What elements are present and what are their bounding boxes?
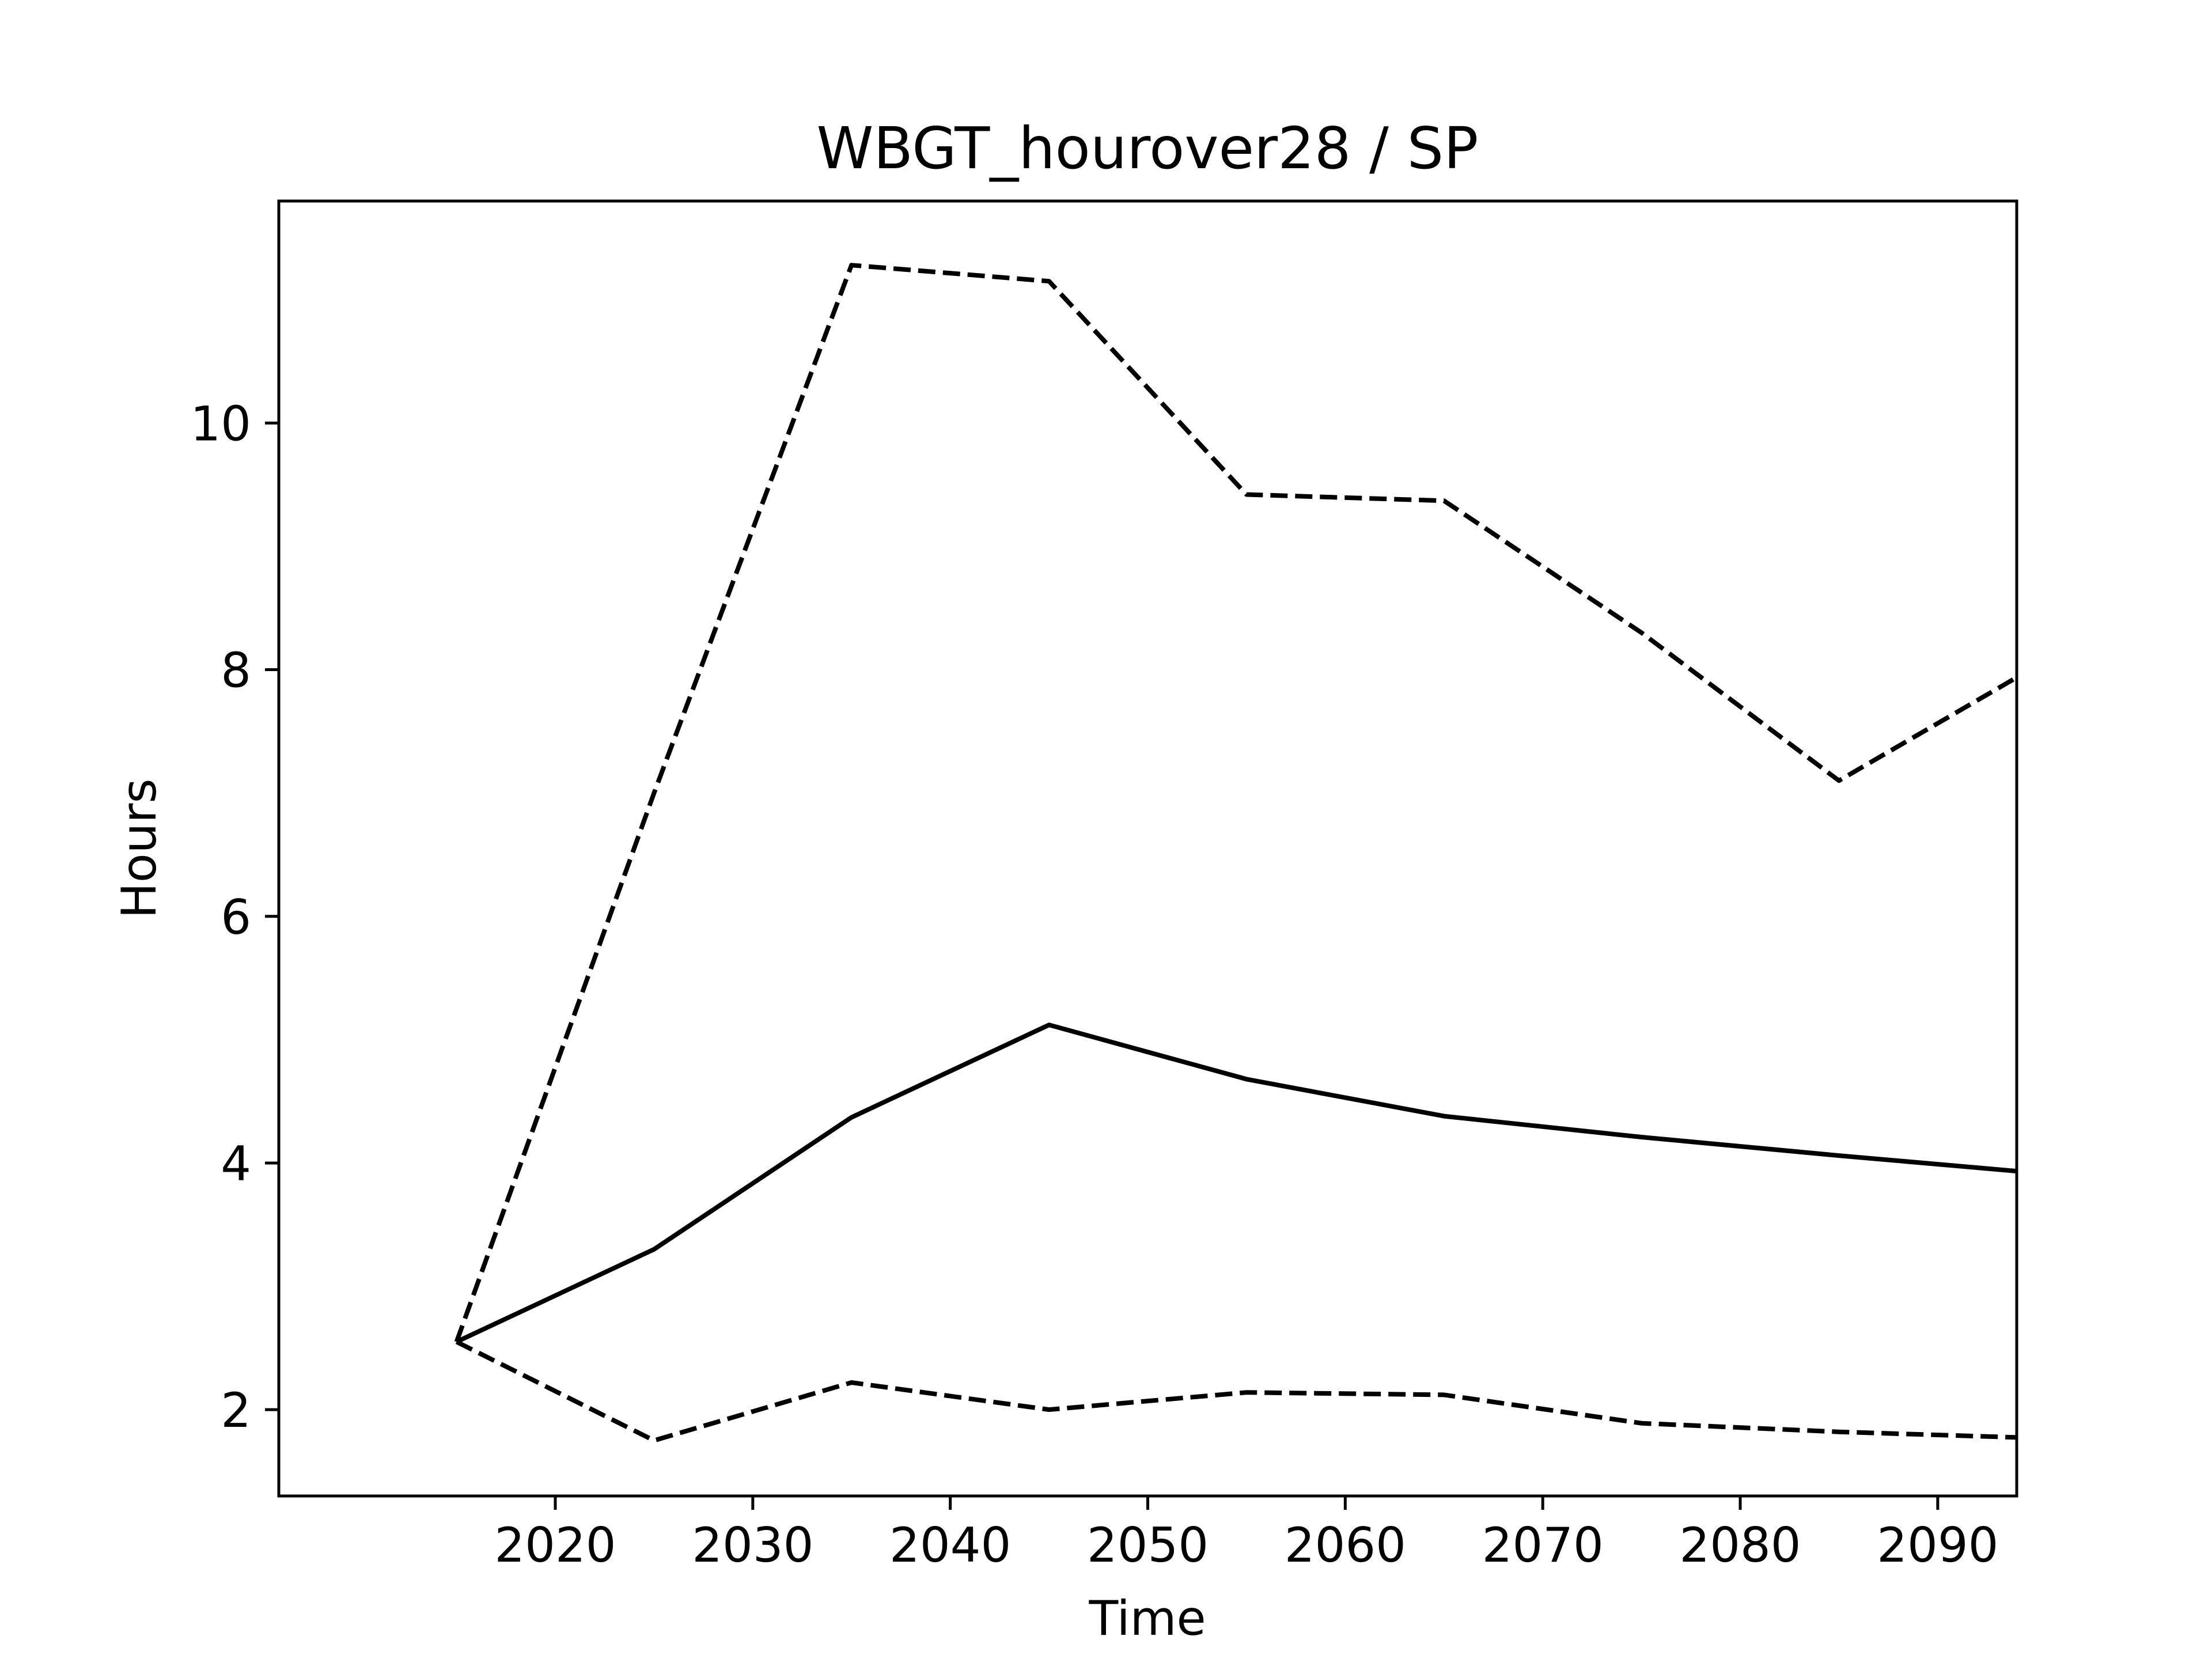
series-line-3 (455, 1339, 2017, 1443)
y-tick-label: 8 (221, 643, 251, 699)
series-line-1 (455, 1022, 2017, 1344)
x-tick-label: 2040 (889, 1517, 1011, 1573)
y-axis: 2 4 6 8 10 (190, 396, 279, 1438)
x-tick-label: 2080 (1679, 1517, 1801, 1573)
y-tick-label: 4 (221, 1136, 251, 1192)
y-tick-label: 6 (221, 889, 251, 945)
y-tick-label: 2 (221, 1382, 251, 1438)
x-tick-label: 2050 (1087, 1517, 1209, 1573)
x-tick-label: 2060 (1285, 1517, 1406, 1573)
x-tick-label: 2020 (494, 1517, 616, 1573)
y-axis-label: Hours (111, 778, 167, 918)
y-tick-label: 10 (190, 396, 251, 452)
series-layer (454, 263, 2017, 1443)
x-tick-label: 2090 (1877, 1517, 1998, 1573)
x-tick-label: 2030 (692, 1517, 813, 1573)
chart-title: WBGT_hourover28 / SP (817, 115, 1479, 182)
x-axis-label: Time (1088, 1590, 1206, 1646)
x-tick-label: 2070 (1482, 1517, 1604, 1573)
series-line-2 (454, 263, 2017, 1343)
x-axis: 2020 2030 2040 2050 2060 2070 2080 2090 (494, 1496, 1998, 1573)
